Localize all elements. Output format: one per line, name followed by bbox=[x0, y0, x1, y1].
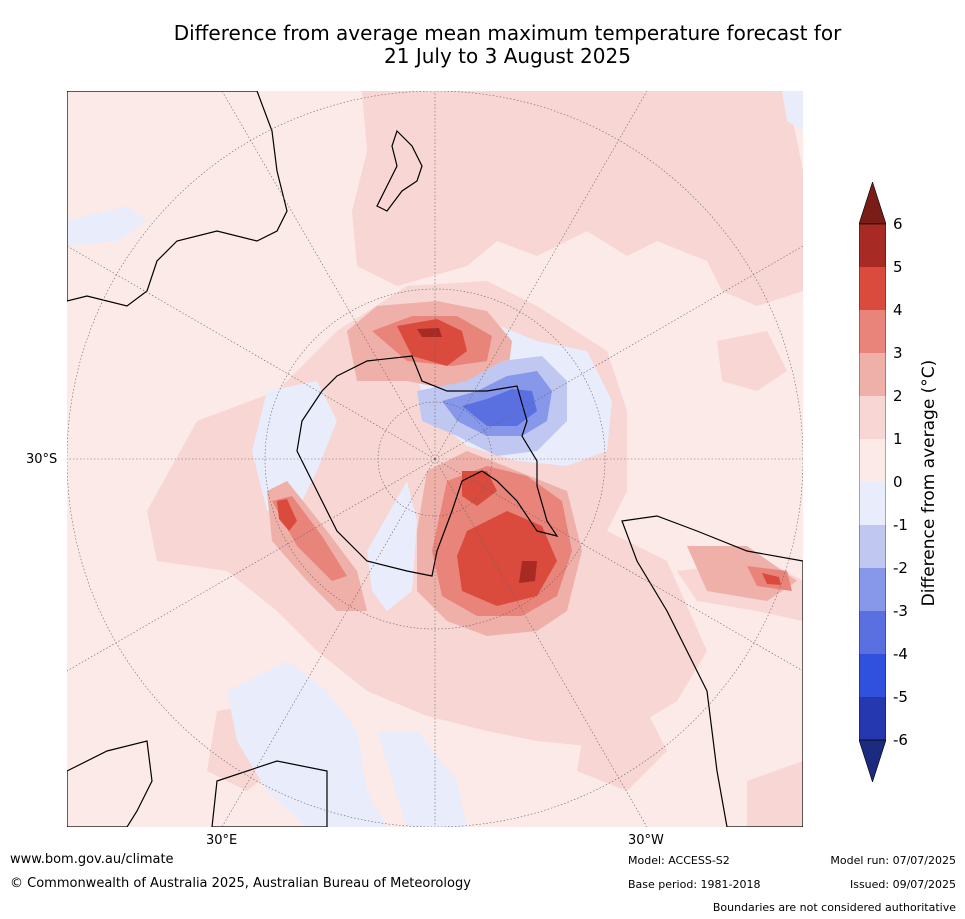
colorbar-segment bbox=[859, 310, 886, 353]
footer-url[interactable]: www.bom.gov.au/climate bbox=[10, 852, 174, 867]
colorbar-segment bbox=[859, 224, 886, 267]
colorbar-segment bbox=[859, 697, 886, 740]
colorbar-segment bbox=[859, 654, 886, 697]
colorbar-tick-label: 3 bbox=[893, 344, 903, 362]
colorbar-tick-label: 1 bbox=[893, 430, 903, 448]
antarctica-coastline bbox=[296, 355, 559, 577]
colorbar-tick-label: -4 bbox=[893, 645, 908, 663]
title-line-2: 21 July to 3 August 2025 bbox=[384, 44, 631, 68]
colorbar-tick-label: -6 bbox=[893, 731, 908, 749]
colorbar-tick-label: -3 bbox=[893, 602, 908, 620]
cool-anomaly-m4tom3 bbox=[462, 389, 537, 426]
colorbar-tick-label: 4 bbox=[893, 301, 903, 319]
colorbar-arrow-above bbox=[859, 182, 886, 225]
footer-model-run: Model run: 07/07/2025 bbox=[830, 854, 956, 867]
colorbar-tick-label: -1 bbox=[893, 516, 908, 534]
colorbar-segment bbox=[859, 396, 886, 439]
colorbar-segment bbox=[859, 525, 886, 568]
colorbar-segment bbox=[859, 353, 886, 396]
colorbar-tick-label: 6 bbox=[893, 215, 903, 233]
madagascar-coastline bbox=[211, 760, 328, 827]
colorbar-tick-label: 5 bbox=[893, 258, 903, 276]
lon-label-30w: 30°W bbox=[628, 833, 664, 848]
footer-model: Model: ACCESS-S2 bbox=[628, 854, 730, 867]
colorbar-label: Difference from average (°C) bbox=[919, 359, 939, 607]
colorbar-tick-label: -2 bbox=[893, 559, 908, 577]
footer-issued: Issued: 09/07/2025 bbox=[849, 878, 956, 891]
footer-base-period: Base period: 1981-2018 bbox=[628, 878, 761, 891]
new-zealand-coastline bbox=[376, 129, 423, 212]
colorbar-svg bbox=[859, 182, 886, 782]
map-svg bbox=[67, 91, 803, 827]
lon-label-30e: 30°E bbox=[206, 833, 238, 848]
colorbar-tick-label: 2 bbox=[893, 387, 903, 405]
warm-anomaly-4to5 bbox=[277, 319, 781, 606]
colorbar-tick-label: 0 bbox=[893, 473, 903, 491]
colorbar-tick-label: -5 bbox=[893, 688, 908, 706]
lat-label-30s: 30°S bbox=[26, 452, 58, 467]
australia-coastline bbox=[67, 91, 288, 307]
footer-disclaimer: Boundaries are not considered authoritat… bbox=[712, 901, 956, 914]
colorbar bbox=[859, 182, 886, 782]
footer-copyright: © Commonwealth of Australia 2025, Austra… bbox=[10, 876, 471, 891]
colorbar-segment bbox=[859, 482, 886, 525]
colorbar-segment bbox=[859, 611, 886, 654]
south-america-coastline bbox=[621, 515, 803, 827]
colorbar-segment bbox=[859, 439, 886, 482]
graticule bbox=[67, 91, 803, 827]
map-panel[interactable] bbox=[67, 91, 803, 827]
colorbar-segment bbox=[859, 267, 886, 310]
chart-title: Difference from average mean maximum tem… bbox=[0, 22, 965, 68]
warm-anomaly-5to6 bbox=[417, 328, 537, 583]
colorbar-segment bbox=[859, 568, 886, 611]
colorbar-arrow-below bbox=[859, 739, 886, 782]
southern-africa-coastline bbox=[67, 740, 153, 827]
colorbar-frame bbox=[859, 223, 886, 741]
title-line-1: Difference from average mean maximum tem… bbox=[173, 21, 842, 45]
